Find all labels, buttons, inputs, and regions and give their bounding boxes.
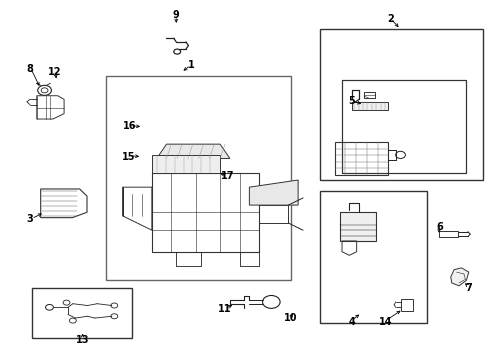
Bar [152,155,220,173]
Bar [334,142,387,175]
Bar [400,300,412,311]
Bar [320,30,483,180]
Text: 6: 6 [435,222,442,231]
Bar [341,80,466,173]
Text: 5: 5 [347,96,354,106]
Text: 17: 17 [220,171,234,181]
Text: 2: 2 [386,14,393,24]
Text: 10: 10 [284,313,297,323]
Bar [363,92,374,98]
Text: 4: 4 [347,317,354,327]
Bar [339,212,375,241]
Bar [438,231,457,237]
Text: 3: 3 [26,215,33,224]
Polygon shape [450,268,468,286]
Text: 13: 13 [76,334,89,345]
Bar [341,80,466,173]
Text: 7: 7 [465,283,471,293]
Bar [105,76,290,280]
Text: 15: 15 [122,152,135,162]
Text: 1: 1 [187,60,194,70]
Text: 16: 16 [123,121,136,131]
Text: 12: 12 [47,67,61,77]
Bar [351,102,387,110]
Text: 9: 9 [172,10,179,20]
Text: 8: 8 [26,64,33,74]
Polygon shape [249,180,298,205]
Bar [320,191,427,323]
Bar [32,288,132,338]
Text: 11: 11 [218,304,231,314]
Polygon shape [157,144,229,158]
Text: 14: 14 [378,317,392,327]
